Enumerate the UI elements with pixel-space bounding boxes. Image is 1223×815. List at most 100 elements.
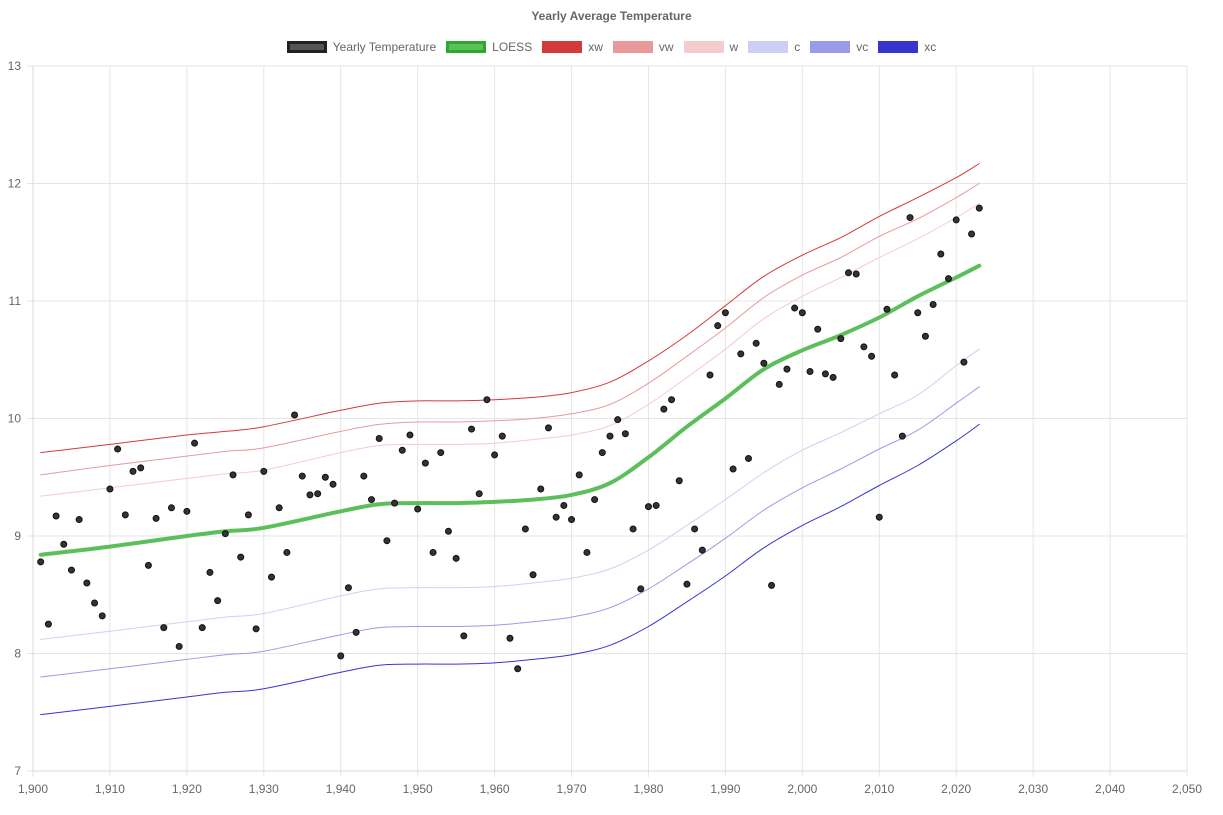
data-point[interactable] [314, 490, 322, 498]
data-point[interactable] [744, 454, 752, 462]
data-point[interactable] [737, 350, 745, 358]
data-point[interactable] [437, 449, 445, 457]
data-point[interactable] [875, 513, 883, 521]
legend-item-6[interactable]: vc [810, 40, 868, 54]
data-point[interactable] [491, 451, 499, 459]
legend-item-3[interactable]: vw [612, 40, 674, 54]
data-point[interactable] [914, 309, 922, 317]
data-point[interactable] [798, 309, 806, 317]
data-point[interactable] [883, 305, 891, 313]
data-point[interactable] [591, 496, 599, 504]
legend-item-1[interactable]: LOESS [446, 40, 532, 54]
legend-item-4[interactable]: w [683, 40, 738, 54]
legend-item-2[interactable]: xw [542, 40, 603, 54]
data-point[interactable] [260, 467, 268, 475]
data-point[interactable] [452, 554, 460, 562]
data-point[interactable] [298, 472, 306, 480]
data-point[interactable] [775, 380, 783, 388]
data-point[interactable] [821, 370, 829, 378]
data-point[interactable] [960, 358, 968, 366]
data-point[interactable] [252, 625, 260, 633]
data-point[interactable] [321, 473, 329, 481]
data-point[interactable] [114, 445, 122, 453]
data-point[interactable] [337, 652, 345, 660]
data-point[interactable] [760, 359, 768, 367]
data-point[interactable] [783, 365, 791, 373]
data-point[interactable] [537, 485, 545, 493]
data-point[interactable] [506, 634, 514, 642]
data-point[interactable] [398, 446, 406, 454]
data-point[interactable] [975, 204, 983, 212]
data-point[interactable] [560, 501, 568, 509]
data-point[interactable] [67, 566, 75, 574]
data-point[interactable] [137, 464, 145, 472]
data-point[interactable] [937, 250, 945, 258]
data-point[interactable] [837, 335, 845, 343]
data-point[interactable] [221, 530, 229, 538]
data-point[interactable] [921, 332, 929, 340]
data-point[interactable] [714, 322, 722, 330]
data-point[interactable] [129, 467, 137, 475]
data-point[interactable] [414, 505, 422, 513]
data-point[interactable] [98, 612, 106, 620]
data-point[interactable] [568, 516, 576, 524]
data-point[interactable] [52, 512, 60, 520]
data-point[interactable] [929, 301, 937, 309]
data-point[interactable] [375, 434, 383, 442]
data-point[interactable] [752, 339, 760, 347]
data-point[interactable] [329, 480, 337, 488]
data-point[interactable] [460, 632, 468, 640]
data-point[interactable] [768, 581, 776, 589]
data-point[interactable] [429, 548, 437, 556]
data-point[interactable] [160, 624, 168, 632]
data-point[interactable] [352, 628, 360, 636]
data-point[interactable] [614, 416, 622, 424]
data-point[interactable] [37, 558, 45, 566]
data-point[interactable] [644, 503, 652, 511]
data-point[interactable] [167, 504, 175, 512]
data-point[interactable] [552, 513, 560, 521]
data-point[interactable] [214, 597, 222, 605]
legend-item-5[interactable]: c [748, 40, 800, 54]
data-point[interactable] [121, 511, 129, 519]
data-point[interactable] [806, 368, 814, 375]
data-point[interactable] [629, 525, 637, 533]
data-point[interactable] [175, 642, 183, 650]
data-point[interactable] [421, 459, 429, 467]
data-point[interactable] [144, 561, 152, 569]
data-point[interactable] [698, 546, 706, 554]
data-point[interactable] [383, 537, 391, 545]
data-point[interactable] [637, 585, 645, 593]
data-point[interactable] [360, 472, 368, 480]
data-point[interactable] [598, 449, 606, 457]
data-point[interactable] [75, 516, 83, 524]
data-point[interactable] [729, 465, 737, 473]
data-point[interactable] [852, 270, 860, 278]
data-point[interactable] [575, 471, 583, 479]
data-point[interactable] [368, 496, 376, 504]
data-point[interactable] [952, 216, 960, 224]
data-point[interactable] [444, 527, 452, 535]
data-point[interactable] [791, 304, 799, 312]
data-point[interactable] [868, 352, 876, 360]
data-point[interactable] [968, 230, 976, 238]
data-point[interactable] [44, 620, 52, 628]
data-point[interactable] [83, 579, 91, 587]
data-point[interactable] [191, 439, 199, 447]
data-point[interactable] [906, 214, 914, 222]
data-point[interactable] [945, 275, 953, 283]
data-point[interactable] [652, 501, 660, 509]
data-point[interactable] [267, 573, 275, 581]
legend-item-7[interactable]: xc [878, 40, 936, 54]
data-point[interactable] [291, 411, 299, 419]
data-point[interactable] [106, 485, 114, 493]
data-point[interactable] [468, 425, 476, 433]
data-point[interactable] [483, 396, 491, 404]
data-point[interactable] [152, 514, 160, 522]
data-point[interactable] [521, 525, 529, 533]
data-point[interactable] [583, 548, 591, 556]
data-point[interactable] [183, 507, 191, 515]
data-point[interactable] [283, 548, 291, 556]
data-point[interactable] [198, 624, 206, 632]
data-point[interactable] [237, 553, 245, 561]
